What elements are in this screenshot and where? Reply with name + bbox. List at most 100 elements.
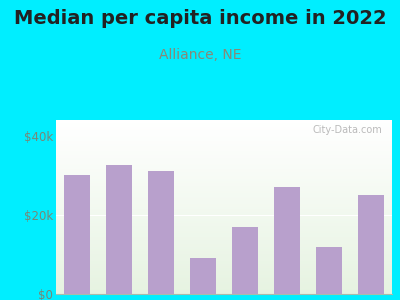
Bar: [56, 226, 392, 228]
Bar: [274, 187, 300, 294]
Bar: [56, 158, 392, 160]
Bar: [190, 258, 216, 294]
Bar: [56, 144, 392, 146]
Bar: [56, 183, 392, 184]
Bar: [232, 227, 258, 294]
Bar: [56, 254, 392, 256]
Bar: [56, 130, 392, 132]
Bar: [56, 164, 392, 165]
Bar: [56, 292, 392, 294]
Bar: [56, 134, 392, 136]
Bar: [56, 148, 392, 150]
Bar: [56, 231, 392, 233]
Bar: [56, 162, 392, 164]
Bar: [64, 176, 90, 294]
Bar: [56, 238, 392, 240]
Bar: [56, 278, 392, 280]
Bar: [56, 202, 392, 203]
Bar: [56, 280, 392, 282]
Bar: [56, 261, 392, 263]
Bar: [56, 141, 392, 142]
Bar: [56, 124, 392, 125]
Bar: [56, 127, 392, 129]
Bar: [56, 237, 392, 238]
Bar: [56, 188, 392, 190]
Bar: [56, 120, 392, 122]
Bar: [56, 221, 392, 223]
Bar: [56, 190, 392, 191]
Bar: [56, 266, 392, 268]
Bar: [56, 272, 392, 273]
Bar: [56, 142, 392, 144]
Bar: [56, 177, 392, 179]
Bar: [56, 179, 392, 181]
Text: Median per capita income in 2022: Median per capita income in 2022: [14, 9, 386, 28]
Bar: [56, 153, 392, 155]
Bar: [56, 240, 392, 242]
Bar: [56, 224, 392, 226]
Bar: [56, 195, 392, 197]
Bar: [56, 186, 392, 188]
Bar: [56, 289, 392, 290]
Bar: [56, 257, 392, 259]
Bar: [56, 132, 392, 134]
Bar: [56, 263, 392, 264]
Bar: [56, 193, 392, 195]
Bar: [56, 270, 392, 272]
Bar: [148, 171, 174, 294]
Bar: [56, 216, 392, 218]
Bar: [56, 245, 392, 247]
Text: City-Data.com: City-Data.com: [312, 125, 382, 135]
Bar: [56, 277, 392, 278]
Bar: [56, 285, 392, 287]
Bar: [56, 287, 392, 289]
Bar: [56, 181, 392, 183]
Bar: [56, 249, 392, 250]
Bar: [56, 170, 392, 172]
Bar: [56, 212, 392, 214]
Bar: [56, 268, 392, 270]
Bar: [56, 250, 392, 252]
Bar: [56, 167, 392, 169]
Bar: [56, 160, 392, 162]
Bar: [56, 218, 392, 219]
Bar: [56, 150, 392, 151]
Bar: [56, 282, 392, 284]
Bar: [56, 256, 392, 257]
Bar: [56, 219, 392, 221]
Bar: [56, 244, 392, 245]
Bar: [56, 203, 392, 205]
Bar: [56, 174, 392, 176]
Bar: [106, 166, 132, 294]
Bar: [56, 196, 392, 198]
Bar: [56, 157, 392, 158]
Bar: [56, 122, 392, 124]
Bar: [56, 137, 392, 139]
Bar: [56, 198, 392, 200]
Bar: [56, 146, 392, 148]
Text: Alliance, NE: Alliance, NE: [159, 48, 241, 62]
Bar: [56, 252, 392, 254]
Bar: [56, 284, 392, 285]
Bar: [56, 242, 392, 244]
Bar: [56, 233, 392, 235]
Bar: [56, 191, 392, 193]
Bar: [56, 290, 392, 292]
Bar: [56, 165, 392, 167]
Bar: [56, 129, 392, 130]
Bar: [56, 176, 392, 177]
Bar: [56, 151, 392, 153]
Bar: [56, 230, 392, 231]
Bar: [56, 207, 392, 209]
Bar: [56, 200, 392, 202]
Bar: [56, 205, 392, 207]
Bar: [56, 247, 392, 249]
Bar: [56, 155, 392, 157]
Bar: [56, 136, 392, 137]
Bar: [56, 228, 392, 230]
Bar: [56, 259, 392, 261]
Bar: [56, 211, 392, 212]
Bar: [56, 172, 392, 174]
Bar: [56, 125, 392, 127]
Bar: [56, 275, 392, 277]
